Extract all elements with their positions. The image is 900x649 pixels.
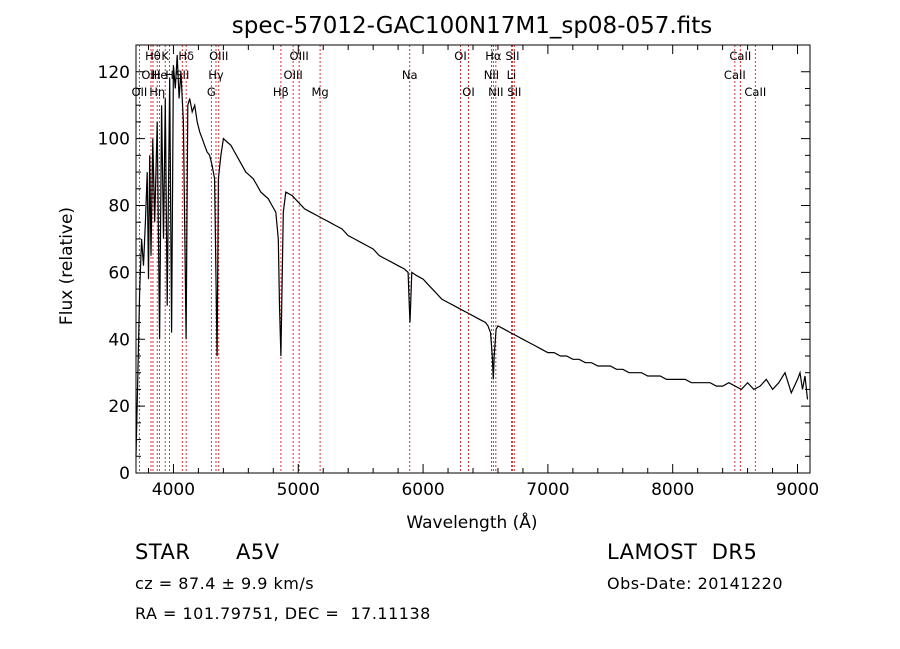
line-marker-label: SII xyxy=(507,85,521,99)
line-marker-label: Hθ xyxy=(145,49,161,63)
redshift-cz: cz = 87.4 ± 9.9 km/s xyxy=(135,574,315,593)
survey-name: LAMOST DR5 xyxy=(607,540,758,564)
line-marker-label: CaII xyxy=(729,49,751,63)
x-tick-label: 8000 xyxy=(651,480,694,500)
line-marker-label: OIII xyxy=(284,68,303,82)
plot-frame xyxy=(135,44,811,474)
line-marker-label: Na xyxy=(402,68,418,82)
y-tick-label: 40 xyxy=(108,330,130,350)
line-marker-labels: OII OIII Hθ Hη He KH SII Hδ G Hγ OIII Hβ OIII OIII Mg N… xyxy=(131,49,766,99)
y-tick-label: 20 xyxy=(108,397,130,417)
line-marker-label: Hγ xyxy=(208,68,224,82)
line-marker-label: Li xyxy=(507,68,517,82)
line-marker-label: CaII xyxy=(724,68,746,82)
line-markers xyxy=(138,45,756,473)
line-marker-label: OIII xyxy=(290,49,309,63)
line-marker-label: NII xyxy=(484,68,499,82)
line-marker-label: Mg xyxy=(311,85,328,99)
x-tick-label: 4000 xyxy=(152,480,195,500)
y-tick-label: 80 xyxy=(108,197,130,217)
coordinates: RA = 101.79751, DEC = 17.11138 xyxy=(135,604,431,623)
line-marker-label: Hδ xyxy=(178,49,194,63)
line-marker-label: Hβ xyxy=(273,85,289,99)
chart-title: spec-57012-GAC100N17M1_sp08-057.fits xyxy=(232,13,712,39)
spectral-subclass: A5V xyxy=(236,540,280,564)
line-marker-label: OI xyxy=(462,85,474,99)
observation-date: Obs-Date: 20141220 xyxy=(607,574,784,593)
x-tick-label: 5000 xyxy=(277,480,320,500)
spectrum-line xyxy=(135,54,809,457)
line-marker-label: He xyxy=(152,68,168,82)
x-tick-label: 6000 xyxy=(401,480,444,500)
y-axis-label: Flux (relative) xyxy=(57,207,77,325)
line-marker-label: H xyxy=(165,68,174,82)
x-tick-label: 7000 xyxy=(526,480,569,500)
line-marker-label: Hα xyxy=(485,49,502,63)
line-marker-label: OIII xyxy=(141,68,160,82)
line-marker-label: K xyxy=(161,49,169,63)
line-marker-label: G xyxy=(207,85,216,99)
line-marker-label: OIII xyxy=(209,49,228,63)
x-axis-label: Wavelength (Å) xyxy=(406,511,537,533)
y-axis: 0 20 40 60 80 100 120 xyxy=(98,63,810,484)
line-marker-label: OII xyxy=(131,85,147,99)
x-axis: 4000 5000 6000 7000 8000 9000 xyxy=(147,45,819,500)
line-marker-label: SII xyxy=(505,49,519,63)
line-marker-label: NII xyxy=(488,85,503,99)
y-tick-label: 0 xyxy=(119,464,130,484)
y-tick-label: 60 xyxy=(108,263,130,283)
line-marker-label: CaII xyxy=(744,85,766,99)
line-marker-label: Hη xyxy=(149,85,165,99)
y-tick-label: 120 xyxy=(98,63,130,83)
x-tick-label: 9000 xyxy=(776,480,819,500)
object-type: STAR xyxy=(135,540,191,564)
line-marker-label: OI xyxy=(454,49,466,63)
y-tick-label: 100 xyxy=(98,130,130,150)
